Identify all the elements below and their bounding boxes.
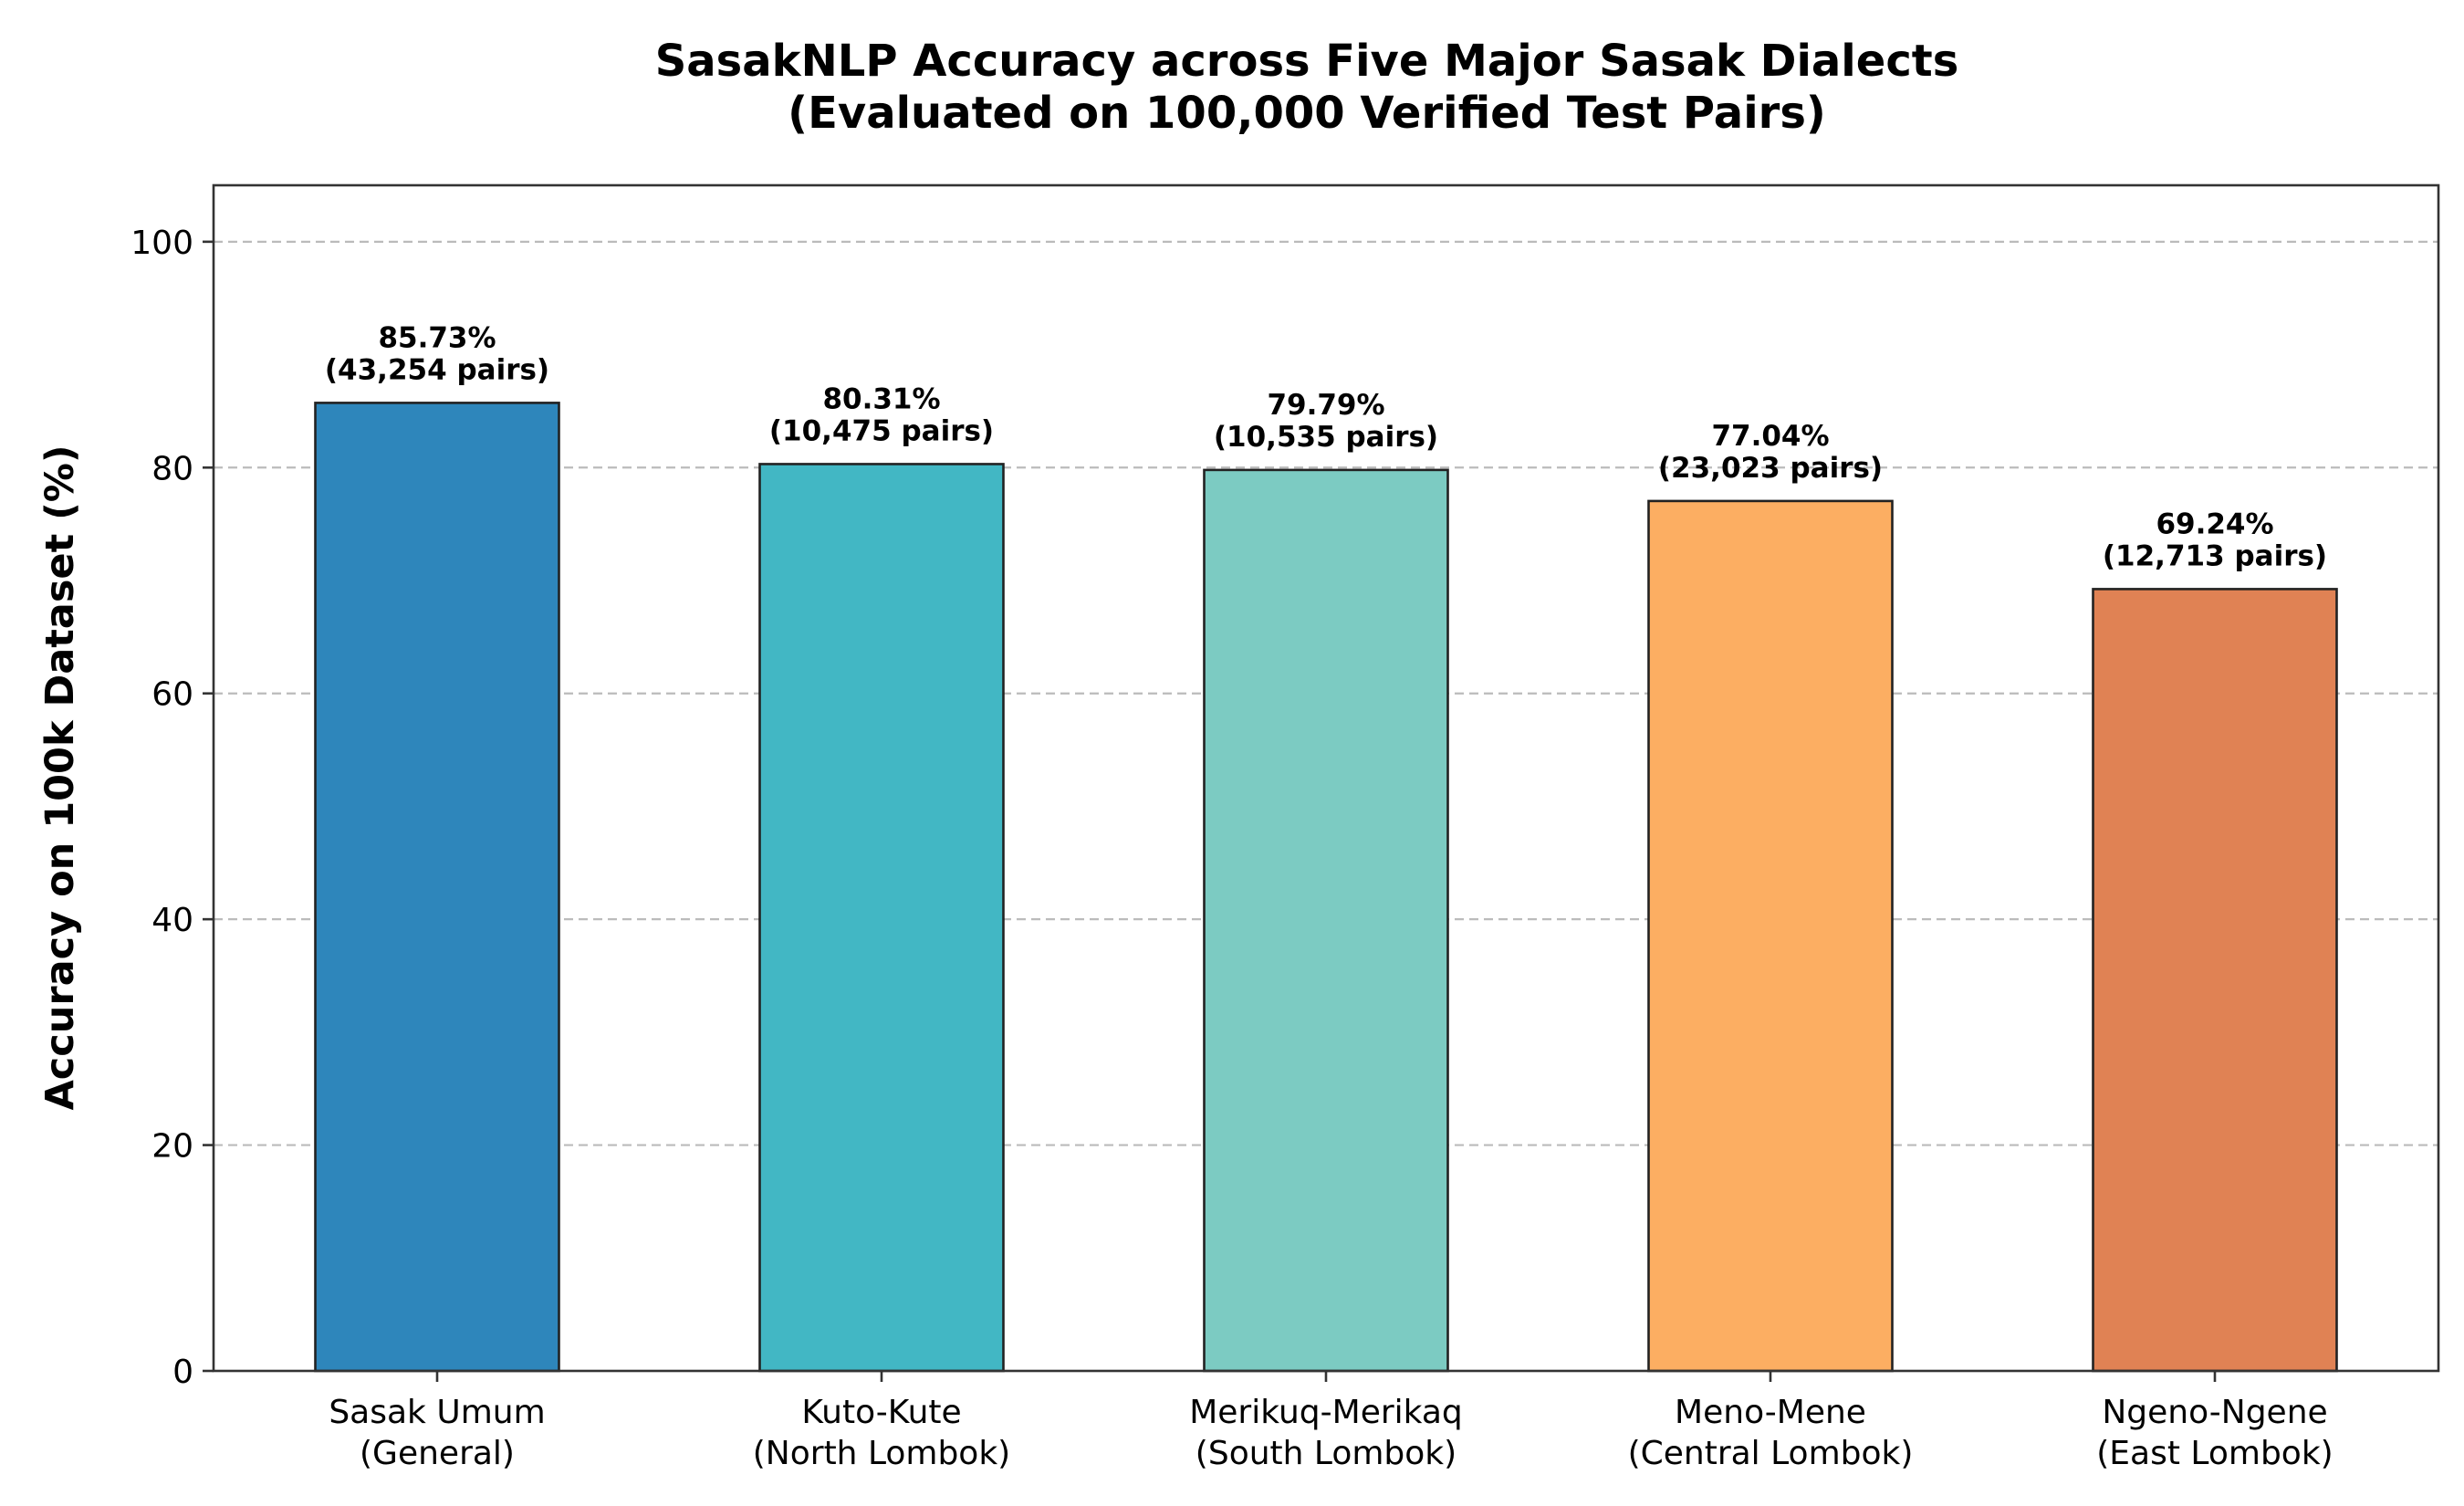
bar-value-label: 80.31% bbox=[822, 382, 940, 415]
y-tick-label: 40 bbox=[151, 902, 193, 939]
x-tick-label: Kuto-Kute bbox=[801, 1394, 961, 1431]
y-tick-label: 60 bbox=[151, 676, 193, 714]
bar-value-label: 85.73% bbox=[378, 321, 496, 354]
text-layer: SasakNLP Accuracy across Five Major Sasa… bbox=[37, 36, 1958, 1110]
axis-layer: 0 20 40 60 80 100 Sasak Umum (General) Kuto-Kute… bbox=[131, 183, 2440, 1472]
bar-count-label: (43,254 pairs) bbox=[325, 353, 549, 386]
y-tick-label: 0 bbox=[172, 1354, 193, 1391]
bar-count-label: (23,023 pairs) bbox=[1658, 452, 1883, 485]
bar bbox=[1203, 468, 1449, 1373]
bar-count-label: (12,713 pairs) bbox=[2103, 539, 2327, 572]
bar bbox=[758, 463, 1005, 1373]
x-tick-sublabel: (South Lombok) bbox=[1195, 1435, 1456, 1472]
bar bbox=[2092, 588, 2338, 1373]
x-tick-sublabel: (General) bbox=[360, 1435, 515, 1472]
y-tick-label: 100 bbox=[131, 225, 193, 262]
y-tick-label: 20 bbox=[151, 1128, 193, 1166]
bar bbox=[1647, 499, 1894, 1373]
x-tick-label: Meno-Mene bbox=[1675, 1394, 1866, 1431]
x-tick-label: Sasak Umum bbox=[329, 1394, 545, 1431]
bar-count-label: (10,475 pairs) bbox=[769, 414, 994, 447]
x-tick-sublabel: (East Lombok) bbox=[2096, 1435, 2333, 1472]
x-tick-sublabel: (Central Lombok) bbox=[1628, 1435, 1914, 1472]
x-tick-sublabel: (North Lombok) bbox=[753, 1435, 1010, 1472]
y-tick-label: 80 bbox=[151, 450, 193, 487]
bar-value-label: 77.04% bbox=[1711, 420, 1829, 453]
x-tick-label: Ngeno-Ngene bbox=[2102, 1394, 2327, 1431]
bar bbox=[314, 402, 560, 1373]
x-tick-label: Merikuq-Merikaq bbox=[1189, 1394, 1463, 1431]
bar-count-label: (10,535 pairs) bbox=[1214, 421, 1438, 454]
chart-title-line-2: (Evaluated on 100,000 Verified Test Pair… bbox=[788, 88, 1826, 139]
bar-layer: 85.73%(43,254 pairs) 80.31%(10,475 pairs)… bbox=[314, 321, 2338, 1373]
plot-frame bbox=[212, 183, 2440, 1373]
y-axis-label: Accuracy on 100k Dataset (%) bbox=[37, 445, 83, 1111]
bar-value-label: 79.79% bbox=[1267, 389, 1384, 422]
chart-title-line-1: SasakNLP Accuracy across Five Major Sasa… bbox=[655, 36, 1959, 87]
bar-value-label: 69.24% bbox=[2156, 507, 2273, 540]
